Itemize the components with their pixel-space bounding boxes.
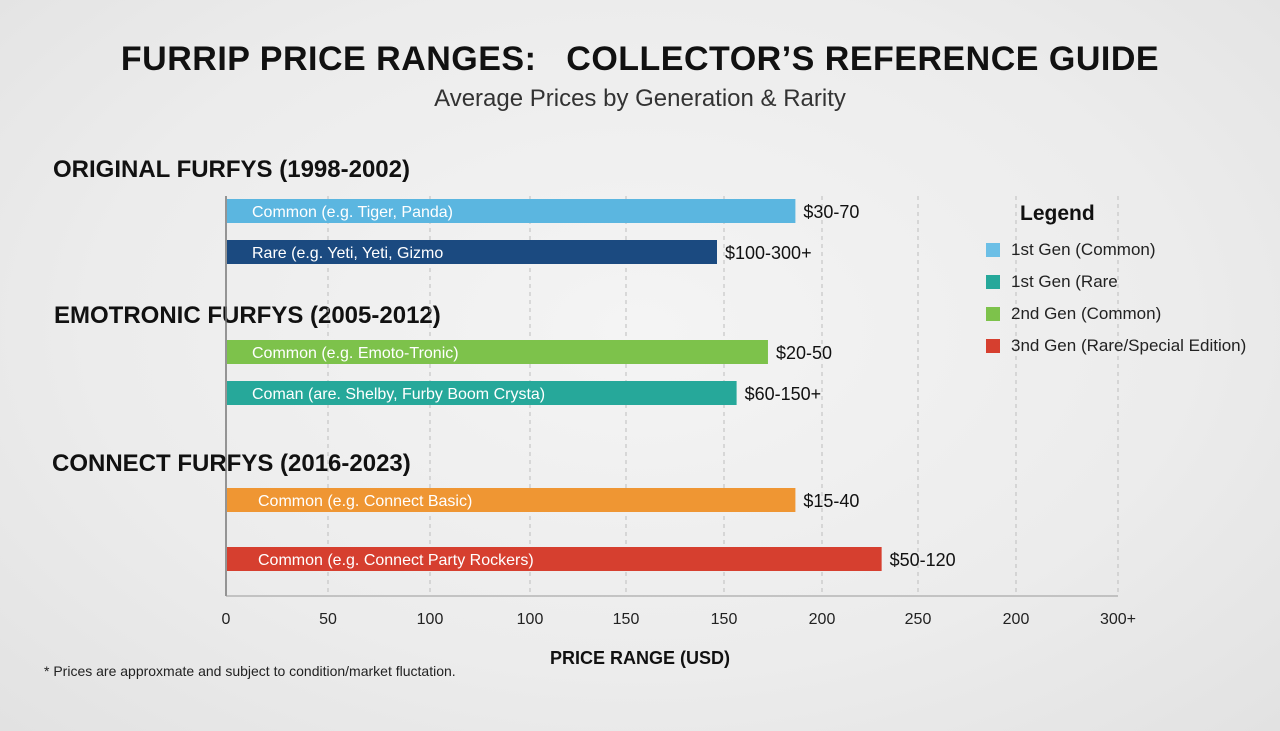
x-tick-label: 250 bbox=[905, 611, 932, 628]
group-title-connect: CONNECT FURFYS (2016-2023) bbox=[52, 450, 411, 477]
footnote: * Prices are approxmate and subject to c… bbox=[44, 663, 456, 679]
bar bbox=[227, 240, 717, 264]
bar-label: Common (e.g. Emoto-Tronic) bbox=[252, 345, 459, 362]
legend-item-1st-gen-rare: 1st Gen (Rare bbox=[986, 270, 1118, 294]
legend-swatch bbox=[986, 243, 1000, 257]
bar-label: Common (e.g. Tiger, Panda) bbox=[252, 204, 453, 221]
bar-label: Rare (e.g. Yeti, Yeti, Gizmo bbox=[252, 245, 443, 262]
x-tick-label: 100 bbox=[417, 611, 444, 628]
bar-value-label: $100-300+ bbox=[725, 243, 812, 263]
x-tick-label: 200 bbox=[809, 611, 836, 628]
bar bbox=[227, 381, 737, 405]
bar bbox=[227, 199, 796, 223]
bar-value-label: $20-50 bbox=[776, 343, 832, 363]
legend-title: Legend bbox=[1020, 202, 1095, 225]
bar-label: Coman (are. Shelby, Furby Boom Crysta) bbox=[252, 386, 545, 403]
bar bbox=[227, 488, 796, 512]
legend-swatch bbox=[986, 307, 1000, 321]
bar-value-label: $15-40 bbox=[803, 491, 859, 511]
legend-item-1st-gen-common: 1st Gen (Common) bbox=[986, 238, 1156, 262]
group-title-emotronic: EMOTRONIC FURFYS (2005-2012) bbox=[54, 302, 441, 329]
legend-label: 3nd Gen (Rare/Special Edition) bbox=[1011, 336, 1247, 355]
group-title-original: ORIGINAL FURFYS (1998-2002) bbox=[53, 156, 410, 183]
x-tick-label: 0 bbox=[222, 611, 231, 628]
bar bbox=[227, 547, 882, 571]
x-tick-label: 100 bbox=[517, 611, 544, 628]
legend-item-2nd-gen-common: 2nd Gen (Common) bbox=[986, 302, 1161, 326]
legend-swatch bbox=[986, 339, 1000, 353]
bar-label: Common (e.g. Connect Party Rockers) bbox=[258, 552, 534, 569]
x-tick-label: 150 bbox=[711, 611, 738, 628]
x-tick-label: 150 bbox=[613, 611, 640, 628]
x-tick-label: 300+ bbox=[1100, 611, 1136, 628]
x-tick-label: 50 bbox=[319, 611, 337, 628]
chart-subtitle: Average Prices by Generation & Rarity bbox=[434, 85, 846, 112]
bar bbox=[227, 340, 768, 364]
bar-value-label: $30-70 bbox=[803, 202, 859, 222]
legend-label: 1st Gen (Rare bbox=[1011, 272, 1118, 291]
x-tick-label: 200 bbox=[1003, 611, 1030, 628]
chart-title: FURRIP PRICE RANGES: COLLECTOR’S REFEREN… bbox=[120, 40, 1160, 78]
x-axis-title: PRICE RANGE (USD) bbox=[550, 648, 730, 668]
legend-item-3nd-gen-rare-special: 3nd Gen (Rare/Special Edition) bbox=[986, 334, 1246, 358]
legend-label: 2nd Gen (Common) bbox=[1011, 304, 1162, 323]
legend-swatch bbox=[986, 275, 1000, 289]
bar-value-label: $50-120 bbox=[890, 550, 956, 570]
bar-label: Common (e.g. Connect Basic) bbox=[258, 493, 472, 510]
legend-label: 1st Gen (Common) bbox=[1011, 240, 1156, 259]
bar-value-label: $60-150+ bbox=[745, 384, 822, 404]
